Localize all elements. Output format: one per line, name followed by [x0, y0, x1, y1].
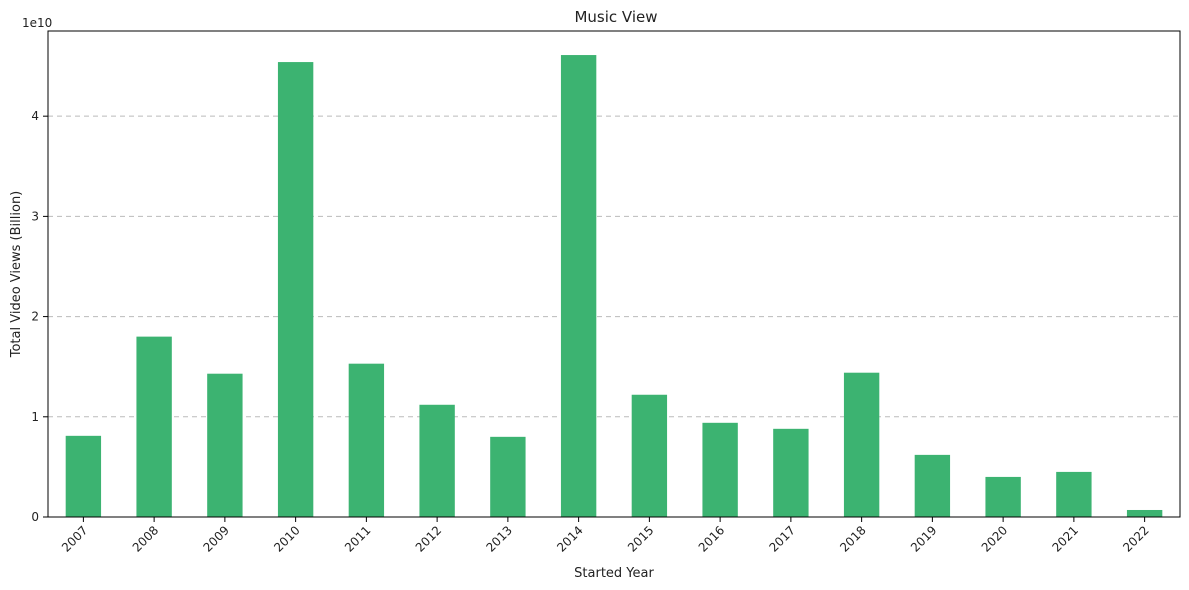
bar-2018	[843, 372, 880, 517]
chart-title: Music View	[574, 8, 657, 26]
x-tick-label: 2021	[1049, 523, 1080, 554]
bar-2008	[136, 336, 172, 517]
bar-2012	[419, 404, 455, 517]
x-tick-label: 2019	[908, 523, 939, 554]
bar-2013	[490, 436, 526, 517]
bar-2011	[348, 363, 385, 517]
y-axis-offset-label: 1e10	[22, 16, 52, 30]
plot-frame	[47, 30, 1181, 518]
x-tick-label: 2012	[413, 523, 444, 554]
x-tick-label: 2013	[483, 523, 514, 554]
bars	[65, 55, 1163, 518]
x-tick-label: 2008	[130, 523, 161, 554]
x-tick-label: 2010	[271, 523, 302, 554]
x-tick-label: 2007	[59, 523, 90, 554]
y-tick-label: 4	[31, 109, 39, 123]
grid-lines	[48, 115, 1180, 418]
y-tick-label: 2	[31, 310, 39, 324]
x-tick-label: 2011	[342, 523, 373, 554]
x-axis-label: Started Year	[574, 566, 654, 581]
bar-2009	[207, 373, 243, 517]
y-axis-ticks: 0 1 2 3 4	[31, 109, 48, 524]
y-tick-label: 1	[31, 410, 39, 424]
y-tick-label: 0	[31, 510, 39, 524]
x-axis-ticks: 2007 2008 2009 2010 2011 2012 2013 2014 2015 2016…	[59, 517, 1152, 555]
bar-2016	[702, 422, 738, 517]
bar-2010	[277, 62, 314, 518]
bar-2015	[631, 394, 668, 517]
x-tick-label: 2017	[766, 523, 797, 554]
bar-2021	[1056, 471, 1092, 517]
x-tick-label: 2016	[696, 523, 727, 554]
bar-2020	[985, 476, 1021, 517]
x-tick-label: 2014	[554, 523, 585, 554]
bar-2019	[914, 454, 951, 517]
bar-2017	[773, 428, 809, 517]
x-tick-label: 2018	[837, 523, 868, 554]
x-tick-label: 2022	[1120, 523, 1151, 554]
bar-2007	[65, 435, 102, 517]
y-tick-label: 3	[31, 209, 39, 223]
x-tick-label: 2009	[200, 523, 231, 554]
x-tick-label: 2015	[625, 523, 656, 554]
bar-2022	[1126, 509, 1163, 517]
bar-2014	[560, 55, 597, 517]
y-axis-label: Total Video Views (Billion)	[9, 191, 24, 359]
x-tick-label: 2020	[979, 523, 1010, 554]
